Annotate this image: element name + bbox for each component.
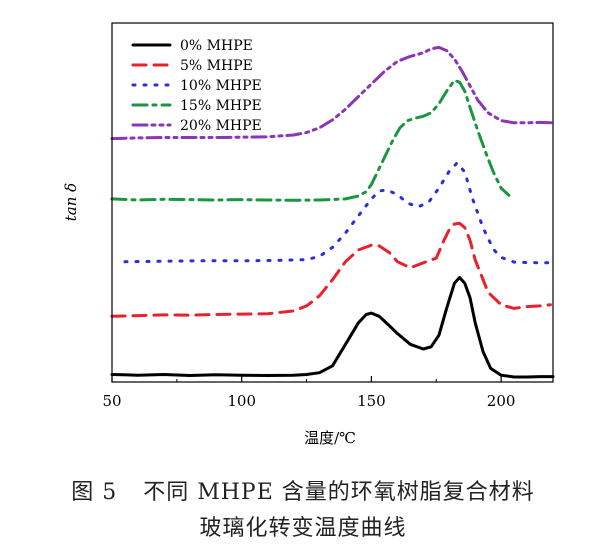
figure-number: 图 5 bbox=[71, 480, 118, 505]
legend-label-2: 10% MHPE bbox=[180, 78, 262, 94]
x-tick-label: 100 bbox=[227, 392, 256, 410]
y-axis-label: tan δ bbox=[62, 183, 80, 221]
series-line-0 bbox=[110, 276, 555, 379]
series-lines bbox=[110, 45, 555, 379]
legend-label-1: 5% MHPE bbox=[180, 58, 253, 74]
x-axis-label: 温度/℃ bbox=[304, 429, 356, 447]
series-line-4 bbox=[110, 45, 555, 141]
x-tick-label: 50 bbox=[102, 392, 121, 410]
tan-delta-chart: 50 100 150 200 温度/℃ tan δ 0% MHPE 5% MHPE 10%… bbox=[62, 22, 555, 447]
figure-caption-line1: 图 5 不同 MHPE 含量的环氧树脂复合材料 bbox=[0, 474, 606, 506]
legend-label-0: 0% MHPE bbox=[180, 38, 253, 54]
legend-label-3: 15% MHPE bbox=[180, 98, 262, 114]
series-line-1 bbox=[110, 221, 552, 318]
series-line-2 bbox=[123, 161, 555, 265]
x-axis-ticks: 50 100 150 200 bbox=[102, 376, 515, 410]
legend: 0% MHPE 5% MHPE 10% MHPE 15% MHPE 20% MHPE bbox=[131, 38, 262, 134]
series-line-3 bbox=[110, 78, 511, 202]
figure-title: 不同 MHPE 含量的环氧树脂复合材料 bbox=[143, 480, 535, 505]
legend-label-4: 20% MHPE bbox=[180, 118, 262, 134]
x-tick-label: 200 bbox=[487, 392, 516, 410]
plot-frame bbox=[111, 22, 554, 383]
x-tick-label: 150 bbox=[357, 392, 386, 410]
figure-caption-line2: 玻璃化转变温度曲线 bbox=[199, 516, 407, 541]
